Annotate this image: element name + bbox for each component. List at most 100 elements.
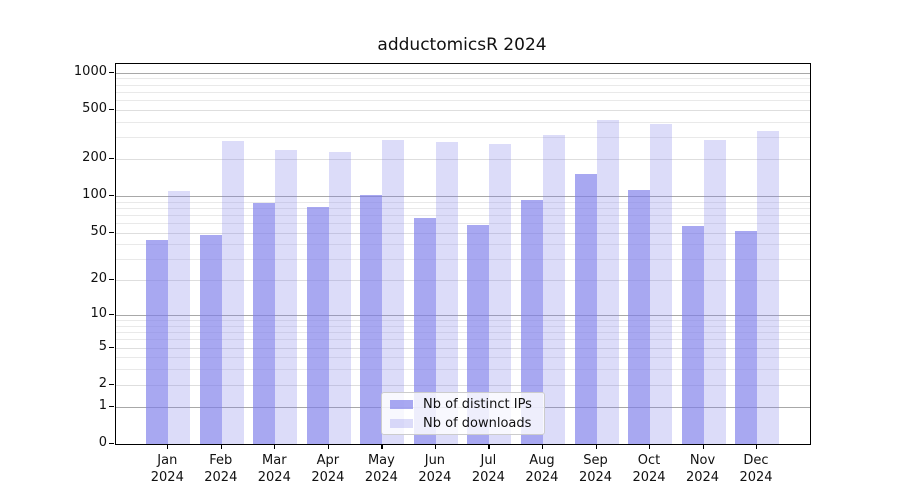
- y-tick-mark: [109, 346, 114, 348]
- y-tick-mark: [109, 313, 114, 316]
- y-tick-mark: [109, 71, 114, 73]
- y-tick-label: 100: [82, 186, 107, 202]
- bar-feb-downloads: [221, 141, 244, 444]
- gridline: [116, 91, 810, 93]
- gridline: [116, 222, 810, 224]
- legend-swatch-downloads: [390, 418, 413, 428]
- gridline: [116, 158, 810, 160]
- gridline: [116, 214, 810, 216]
- legend-item-distinct-ips: Nb of distinct IPs: [390, 397, 536, 412]
- x-tick-label: Oct 2024: [632, 453, 666, 485]
- x-tick-mark: [167, 444, 169, 449]
- bar-jun-distinct-ips: [413, 218, 436, 444]
- bar-may-distinct-ips: [360, 194, 383, 444]
- gridline: [116, 369, 810, 371]
- bar-sep-distinct-ips: [574, 174, 597, 444]
- gridline: [116, 320, 810, 321]
- y-tick-label: 500: [82, 100, 107, 116]
- y-tick-label: 1000: [73, 63, 107, 79]
- bar-jun-downloads: [435, 142, 458, 444]
- bar-oct-downloads: [650, 124, 672, 444]
- y-tick-mark: [109, 231, 114, 233]
- gridline: [116, 325, 810, 327]
- x-tick-mark: [702, 444, 704, 449]
- gridline: [116, 201, 810, 203]
- bar-nov-downloads: [703, 139, 726, 444]
- bar-nov-distinct-ips: [681, 226, 704, 444]
- gridline: [116, 72, 810, 74]
- legend-label-distinct-ips: Nb of distinct IPs: [423, 396, 532, 412]
- x-tick-mark: [756, 444, 758, 449]
- y-tick-label: 0: [98, 434, 107, 450]
- x-tick-mark: [434, 444, 437, 449]
- x-tick-mark: [381, 444, 383, 449]
- bar-jan-distinct-ips: [146, 239, 169, 444]
- bar-jul-distinct-ips: [467, 225, 490, 444]
- gridline: [116, 244, 810, 246]
- y-tick-label: 10: [90, 305, 107, 321]
- bar-mar-downloads: [275, 150, 298, 444]
- x-tick-label: Nov 2024: [685, 453, 720, 485]
- x-tick-label: Apr 2024: [311, 453, 345, 485]
- gridline: [116, 121, 810, 123]
- bar-feb-distinct-ips: [199, 235, 222, 444]
- gridline: [116, 339, 810, 341]
- y-tick-label: 200: [82, 149, 107, 165]
- plot-area: Nb of distinct IPs Nb of downloads: [115, 63, 811, 445]
- bar-jan-downloads: [168, 190, 191, 444]
- y-tick-mark: [109, 279, 114, 281]
- x-tick-label: Feb 2024: [204, 453, 238, 485]
- x-tick-mark: [220, 444, 222, 449]
- y-tick-label: 50: [90, 223, 107, 239]
- gridline: [116, 332, 810, 333]
- legend-label-downloads: Nb of downloads: [423, 415, 532, 431]
- y-tick-mark: [109, 405, 114, 407]
- y-tick-mark: [109, 442, 114, 444]
- y-tick-mark: [109, 108, 114, 111]
- bar-mar-distinct-ips: [253, 203, 276, 444]
- bar-aug-downloads: [542, 134, 565, 444]
- bar-oct-distinct-ips: [628, 190, 650, 444]
- gridline: [116, 207, 810, 209]
- y-tick-label: 1: [98, 397, 107, 413]
- y-tick-label: 20: [90, 271, 107, 287]
- gridline: [116, 259, 810, 261]
- gridline: [116, 137, 810, 139]
- x-tick-label: Dec 2024: [739, 453, 773, 485]
- x-tick-label: Mar 2024: [257, 453, 291, 485]
- x-tick-label: Sep 2024: [578, 453, 613, 485]
- gridline: [116, 195, 810, 197]
- x-tick-mark: [595, 444, 597, 449]
- x-tick-label: Jul 2024: [471, 453, 505, 485]
- gridline: [116, 109, 810, 111]
- x-tick-mark: [541, 444, 544, 449]
- legend: Nb of distinct IPs Nb of downloads: [381, 392, 545, 435]
- x-tick-mark: [488, 444, 490, 449]
- x-tick-label: Aug 2024: [525, 453, 559, 485]
- bar-dec-distinct-ips: [735, 230, 757, 444]
- gridline: [116, 314, 810, 316]
- x-tick-mark: [649, 444, 651, 449]
- y-tick-mark: [109, 383, 114, 385]
- gridline: [116, 347, 810, 349]
- y-tick-mark: [109, 194, 114, 197]
- y-tick-label: 2: [98, 375, 107, 391]
- gridline: [116, 384, 810, 386]
- chart-title: adductomicsR 2024: [377, 35, 547, 55]
- gridline: [116, 357, 810, 359]
- y-tick-label: 5: [98, 338, 107, 354]
- bar-dec-downloads: [757, 131, 779, 444]
- x-tick-label: Jun 2024: [418, 453, 452, 485]
- x-tick-label: May 2024: [364, 453, 398, 485]
- legend-item-downloads: Nb of downloads: [390, 416, 536, 431]
- gridline: [116, 280, 810, 282]
- x-tick-mark: [327, 444, 330, 449]
- x-tick-label: Jan 2024: [150, 453, 184, 485]
- legend-swatch-distinct-ips: [390, 399, 413, 409]
- bar-apr-distinct-ips: [306, 206, 329, 444]
- y-tick-mark: [109, 157, 114, 160]
- bar-may-downloads: [382, 140, 405, 444]
- bar-apr-downloads: [328, 152, 351, 444]
- bar-aug-distinct-ips: [520, 200, 543, 444]
